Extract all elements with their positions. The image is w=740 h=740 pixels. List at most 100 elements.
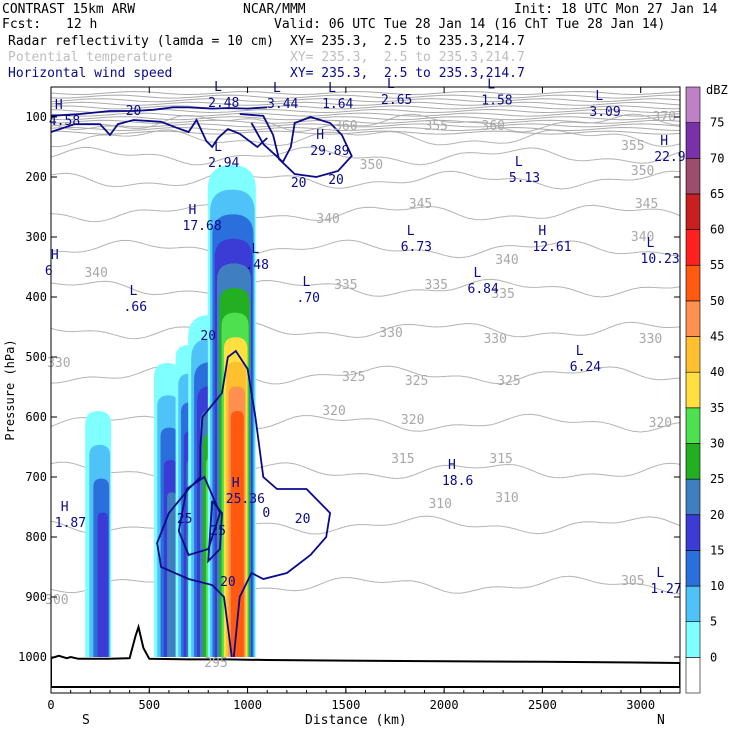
extremum-value: 22.9 [654, 150, 685, 165]
theta-isentrope-upper [51, 130, 680, 135]
extremum-value: 2.65 [381, 93, 412, 108]
valid-time: Valid: 06 UTC Tue 28 Jan 14 (16 ChT Tue … [274, 17, 666, 32]
colorbar-level-label: 55 [710, 258, 724, 272]
theta-isentrope-upper [51, 116, 680, 121]
model-title: CONTRAST 15km ARW [2, 2, 136, 17]
colorbar-level-label: 75 [710, 116, 724, 130]
extremum-value: 29.89 [310, 144, 349, 159]
colorbar-level-label: 70 [710, 151, 724, 165]
theta-contour-label: 320 [322, 404, 345, 419]
wind-contour-25-b [207, 500, 223, 564]
extremum-value: 3.44 [267, 97, 298, 112]
colorbar-level-label: 45 [710, 330, 724, 344]
extremum-type-high: H [51, 248, 59, 263]
extremum-type-high: H [61, 500, 69, 515]
theta-contour-label: 340 [631, 230, 654, 245]
extremum-value: 6 [45, 264, 53, 279]
theta-contour-label: 360 [482, 119, 505, 134]
theta-isentrope [51, 461, 680, 481]
colorbar-swatch [685, 157, 701, 195]
extremum-type-high: H [448, 458, 456, 473]
theta-isentrope [51, 365, 680, 385]
colorbar-swatch [685, 443, 701, 480]
fcst-value: 12 h [66, 17, 98, 32]
colorbar-level-label: 25 [710, 472, 724, 486]
theta-contour-label: 370 [653, 110, 676, 125]
colorbar-swatch [685, 478, 701, 516]
theta-isentrope-upper [51, 101, 680, 106]
colorbar-swatch [685, 550, 701, 587]
extremum-type-low: L [130, 284, 138, 299]
y-tick-label: 400 [25, 290, 47, 304]
extremum-type-high: H [660, 134, 668, 149]
extremum-type-low: L [515, 155, 523, 170]
y-tick-label: 700 [25, 470, 47, 484]
colorbar-swatch [685, 229, 701, 266]
theta-isentrope [51, 321, 680, 340]
extremum-type-high: H [316, 128, 324, 143]
y-tick-label: 800 [25, 530, 47, 544]
reflectivity-cell-band [167, 492, 177, 657]
theta-contour-label: 335 [491, 287, 514, 302]
extremum-value: 17.68 [183, 219, 222, 234]
plot-frame [50, 86, 681, 694]
theta-contour-label: 335 [425, 278, 448, 293]
y-axis-label: Pressure (hPa) [3, 339, 17, 440]
extremum-value: 6.73 [401, 240, 432, 255]
colorbar-unit: dBZ [706, 83, 728, 97]
terrain-profile [51, 623, 680, 688]
wind-contour-20-lower [156, 349, 332, 658]
theta-contour-label: 330 [483, 332, 506, 347]
extremum-value: 12.61 [532, 240, 571, 255]
theta-isentrope-upper [51, 94, 680, 99]
x-tick-label: 0 [47, 698, 54, 712]
theta-contour-label: 340 [495, 253, 518, 268]
wind-contour-label: 20 [295, 512, 311, 527]
theta-isentrope-upper [51, 126, 680, 132]
colorbar-swatch [685, 407, 701, 444]
extremum-value: 1.27 [650, 582, 681, 597]
theta-contour-label: 315 [489, 452, 512, 467]
theta-isentrope-upper [51, 90, 680, 96]
theta-contour-label: 340 [316, 212, 339, 227]
wind-contour-label: 20 [291, 176, 307, 191]
extremum-type-low: L [328, 81, 336, 96]
extremum-type-high: H [538, 224, 546, 239]
field-name-reflectivity: Radar reflectivity (lamda = 10 cm) [8, 34, 275, 49]
theta-isentrope [51, 278, 680, 298]
theta-contour-label: 295 [204, 656, 227, 671]
colorbar-level-label: 20 [710, 508, 724, 522]
theta-isentrope [51, 146, 680, 166]
colorbar-swatch [685, 371, 701, 409]
theta-contour-label: 310 [428, 497, 451, 512]
theta-contour-label: 335 [334, 278, 357, 293]
theta-contour-label: 330 [639, 332, 662, 347]
theta-isentrope [51, 575, 680, 595]
extremum-value: 25.36 [226, 492, 265, 507]
theta-contour-label: 355 [621, 139, 644, 154]
init-time: Init: 18 UTC Mon 27 Jan 14 [514, 2, 718, 17]
colorbar-level-label: 5 [710, 615, 717, 629]
theta-contour-label: 360 [334, 119, 357, 134]
extremum-type-low: L [387, 77, 395, 92]
field-name-wind: Horizontal wind speed [8, 66, 173, 81]
x-tick-label: 2500 [528, 698, 557, 712]
extremum-type-low: L [474, 266, 482, 281]
colorbar-swatch [685, 122, 701, 159]
extremum-value: 1.58 [481, 94, 512, 109]
extremum-value: .66 [124, 300, 147, 315]
reflectivity-cell-band [97, 512, 108, 657]
theta-isentrope-upper [51, 119, 680, 124]
colorbar-swatch [685, 585, 701, 623]
theta-isentrope [51, 413, 680, 433]
colorbar-swatch [685, 514, 701, 551]
north-end-label: N [657, 713, 665, 728]
extremum-type-high: H [189, 203, 197, 218]
theta-isentrope [51, 170, 680, 190]
x-tick-label: 500 [138, 698, 160, 712]
theta-contour-label: 320 [401, 413, 424, 428]
theta-contour-label: 300 [45, 593, 68, 608]
jet-contour-20-upper [51, 118, 268, 149]
extremum-value: 18.6 [442, 474, 473, 489]
extremum-type-low: L [576, 344, 584, 359]
